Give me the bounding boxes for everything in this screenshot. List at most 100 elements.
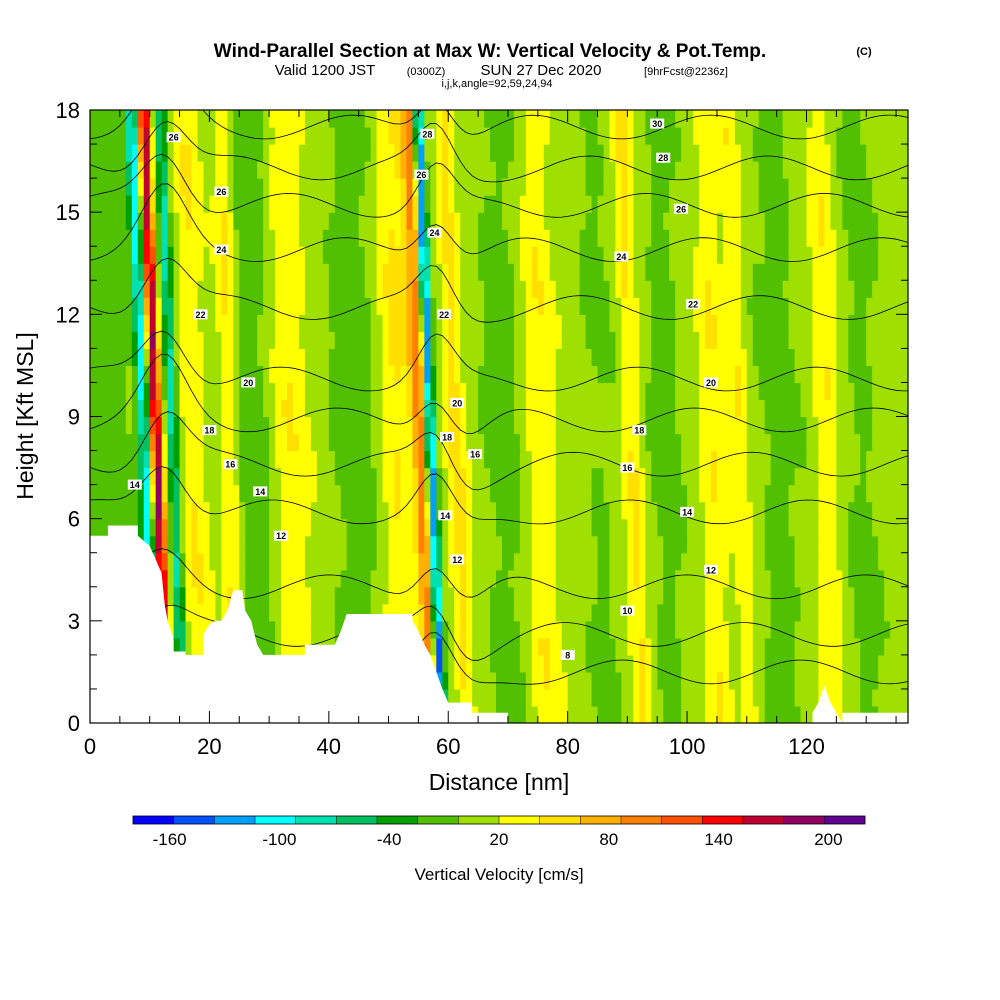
field-cell — [310, 433, 318, 452]
field-cell — [352, 501, 360, 520]
field-cell — [627, 688, 634, 707]
field-cell — [627, 212, 634, 230]
field-cell — [537, 229, 545, 247]
field-cell — [561, 433, 569, 452]
field-cell — [896, 654, 903, 673]
field-cell — [758, 314, 766, 332]
field-cell — [382, 229, 390, 247]
field-cell — [424, 195, 431, 213]
field-cell — [269, 518, 276, 537]
field-cell — [364, 280, 372, 298]
field-cell — [406, 450, 414, 469]
field-cell — [788, 484, 796, 503]
subtitle-forecast: [9hrFcst@2236z] — [644, 66, 728, 78]
field-cell — [364, 450, 372, 469]
field-cell — [269, 399, 276, 418]
field-cell — [752, 433, 760, 452]
field-cell — [346, 246, 354, 264]
field-cell — [370, 297, 378, 315]
field-cell — [358, 501, 366, 520]
field-cell — [328, 110, 336, 128]
field-cell — [824, 263, 831, 281]
field-cell — [645, 212, 652, 230]
field-cell — [107, 331, 115, 349]
field-cell — [257, 569, 264, 588]
field-cell — [860, 331, 867, 349]
field-cell — [125, 331, 133, 349]
field-cell — [269, 365, 276, 384]
field-cell — [101, 127, 109, 145]
field-cell — [770, 399, 778, 418]
field-cell — [125, 450, 133, 469]
field-cell — [842, 552, 849, 571]
field-cell — [693, 552, 700, 571]
field-cell — [710, 331, 718, 349]
field-cell — [346, 416, 354, 435]
field-cell — [209, 603, 216, 622]
field-cell — [424, 399, 431, 418]
field-cell — [800, 569, 808, 588]
field-cell — [585, 195, 593, 213]
field-cell — [466, 416, 473, 435]
field-cell — [734, 280, 742, 298]
field-cell — [609, 297, 617, 315]
field-cell — [501, 433, 509, 452]
field-cell — [651, 161, 658, 179]
field-cell — [346, 399, 354, 418]
field-cell — [352, 416, 360, 435]
field-cell — [830, 569, 837, 588]
field-cell — [764, 433, 772, 452]
field-cell — [257, 229, 264, 247]
field-cell — [179, 127, 187, 145]
field-cell — [699, 535, 706, 554]
field-cell — [454, 348, 461, 367]
field-cell — [770, 552, 778, 571]
field-cell — [830, 365, 837, 384]
field-cell — [657, 263, 664, 281]
field-cell — [501, 212, 509, 230]
field-cell — [597, 688, 605, 707]
field-cell — [806, 620, 814, 639]
field-cell — [442, 518, 449, 537]
field-cell — [430, 178, 437, 196]
field-cell — [281, 229, 288, 247]
field-cell — [352, 144, 360, 162]
field-cell — [119, 161, 127, 179]
field-cell — [902, 263, 908, 281]
field-cell — [316, 586, 324, 605]
field-cell — [633, 705, 640, 723]
field-cell — [478, 365, 485, 384]
field-cell — [830, 331, 837, 349]
field-cell — [454, 535, 461, 554]
field-cell — [710, 280, 718, 298]
field-cell — [197, 518, 205, 537]
field-cell — [287, 586, 294, 605]
field-cell — [179, 382, 187, 401]
field-cell — [507, 450, 515, 469]
field-cell — [525, 246, 533, 264]
field-cell — [412, 518, 419, 537]
field-cell — [513, 161, 521, 179]
field-cell — [597, 620, 605, 639]
field-cell — [221, 144, 228, 162]
field-cell — [340, 484, 348, 503]
field-cell — [442, 484, 449, 503]
field-cell — [681, 705, 688, 723]
field-cell — [287, 246, 294, 264]
field-cell — [704, 484, 712, 503]
field-cell — [585, 535, 593, 554]
field-cell — [125, 314, 133, 332]
field-cell — [400, 144, 408, 162]
field-cell — [621, 110, 628, 128]
field-cell — [143, 195, 151, 213]
field-cell — [90, 348, 97, 367]
field-cell — [758, 654, 766, 673]
contour-label-text: 18 — [204, 426, 214, 436]
field-cell — [448, 603, 455, 622]
field-cell — [257, 433, 264, 452]
field-cell — [346, 484, 354, 503]
field-cell — [681, 212, 688, 230]
field-cell — [615, 195, 622, 213]
field-cell — [848, 586, 855, 605]
field-cell — [866, 552, 873, 571]
